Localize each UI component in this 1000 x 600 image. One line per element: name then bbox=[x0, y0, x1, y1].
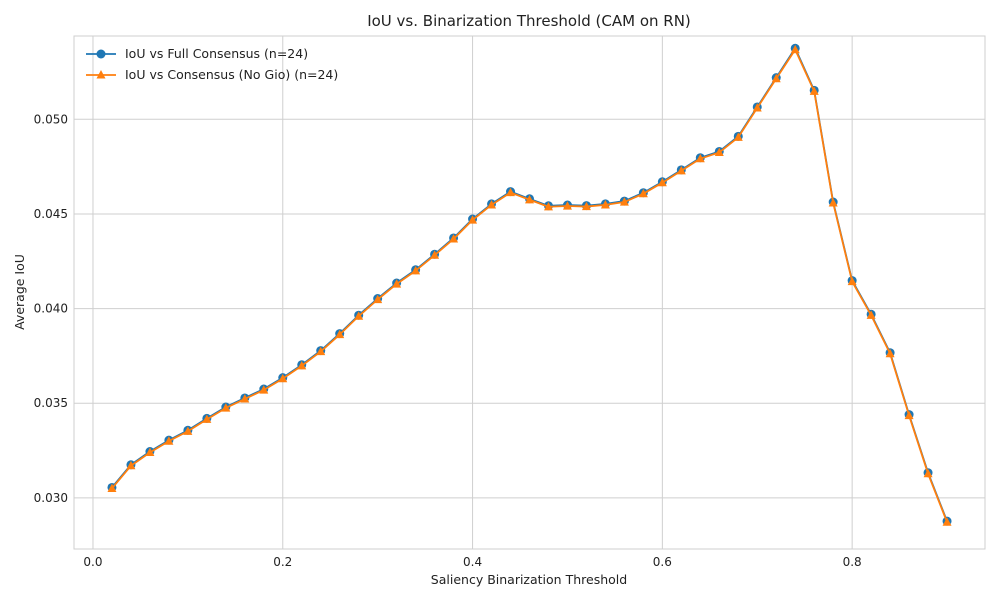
data-point bbox=[714, 147, 724, 157]
x-tick-label: 0.0 bbox=[83, 555, 102, 569]
data-point bbox=[581, 201, 591, 211]
data-point bbox=[449, 234, 459, 243]
data-point bbox=[866, 310, 876, 319]
data-point bbox=[942, 517, 952, 526]
data-point bbox=[562, 201, 572, 210]
data-point bbox=[126, 460, 136, 470]
data-point bbox=[316, 346, 326, 356]
data-point bbox=[771, 73, 781, 83]
data-point bbox=[525, 194, 534, 204]
data-point bbox=[885, 348, 895, 358]
data-point bbox=[221, 403, 231, 412]
series-2 bbox=[107, 44, 952, 526]
data-point bbox=[809, 86, 819, 95]
x-tick-label: 0.8 bbox=[843, 555, 862, 569]
data-point bbox=[676, 165, 686, 175]
y-tick-label: 0.030 bbox=[34, 491, 68, 505]
data-point bbox=[487, 200, 497, 209]
series-layer bbox=[107, 43, 952, 526]
data-point bbox=[335, 329, 345, 339]
data-point bbox=[202, 414, 212, 423]
data-point bbox=[619, 197, 629, 206]
data-point bbox=[430, 250, 440, 259]
data-point bbox=[259, 385, 269, 394]
data-point bbox=[828, 198, 838, 207]
data-point bbox=[638, 188, 648, 198]
data-point bbox=[411, 265, 421, 275]
legend-entry-consensus-no-gio: IoU vs Consensus (No Gio) (n=24) bbox=[86, 67, 338, 82]
data-point bbox=[145, 447, 155, 457]
data-point bbox=[107, 483, 117, 493]
data-point bbox=[600, 200, 610, 209]
data-point bbox=[695, 153, 705, 163]
x-axis-label: Saliency Binarization Threshold bbox=[431, 572, 627, 587]
x-tick-label: 0.6 bbox=[653, 555, 672, 569]
data-point bbox=[392, 279, 402, 288]
data-point bbox=[657, 177, 667, 187]
legend-label-full-consensus: IoU vs Full Consensus (n=24) bbox=[125, 46, 308, 61]
data-point bbox=[752, 103, 762, 112]
x-tick-label: 0.4 bbox=[463, 555, 482, 569]
chart-title: IoU vs. Binarization Threshold (CAM on R… bbox=[367, 12, 691, 30]
data-point bbox=[904, 410, 914, 420]
data-point bbox=[923, 468, 933, 478]
data-point bbox=[373, 294, 383, 304]
data-point bbox=[506, 187, 516, 197]
y-tick-label: 0.050 bbox=[34, 112, 68, 126]
data-point bbox=[278, 373, 288, 383]
data-point bbox=[183, 426, 193, 435]
data-point bbox=[354, 311, 364, 320]
y-tick-label: 0.040 bbox=[34, 302, 68, 316]
tick-labels: 0.0 0.2 0.4 0.6 0.8 0.030 0.035 0.040 0.045 0.050 bbox=[34, 112, 862, 569]
data-point bbox=[297, 360, 307, 370]
y-tick-label: 0.035 bbox=[34, 396, 68, 410]
data-point bbox=[543, 201, 553, 211]
data-point bbox=[847, 276, 857, 286]
data-point bbox=[468, 215, 478, 224]
y-axis-label: Average IoU bbox=[12, 254, 27, 330]
plot-frame bbox=[73, 35, 986, 550]
data-point bbox=[240, 394, 250, 403]
legend-label-consensus-no-gio: IoU vs Consensus (No Gio) (n=24) bbox=[125, 67, 338, 82]
data-point bbox=[164, 436, 174, 445]
data-point bbox=[733, 132, 743, 141]
x-tick-label: 0.2 bbox=[273, 555, 292, 569]
legend: IoU vs Full Consensus (n=24) IoU vs Cons… bbox=[86, 46, 338, 82]
y-tick-label: 0.045 bbox=[34, 207, 68, 221]
data-point bbox=[790, 44, 800, 54]
legend-entry-full-consensus: IoU vs Full Consensus (n=24) bbox=[86, 46, 308, 61]
legend-marker-triangle bbox=[96, 70, 106, 79]
legend-marker-circle bbox=[96, 49, 106, 59]
